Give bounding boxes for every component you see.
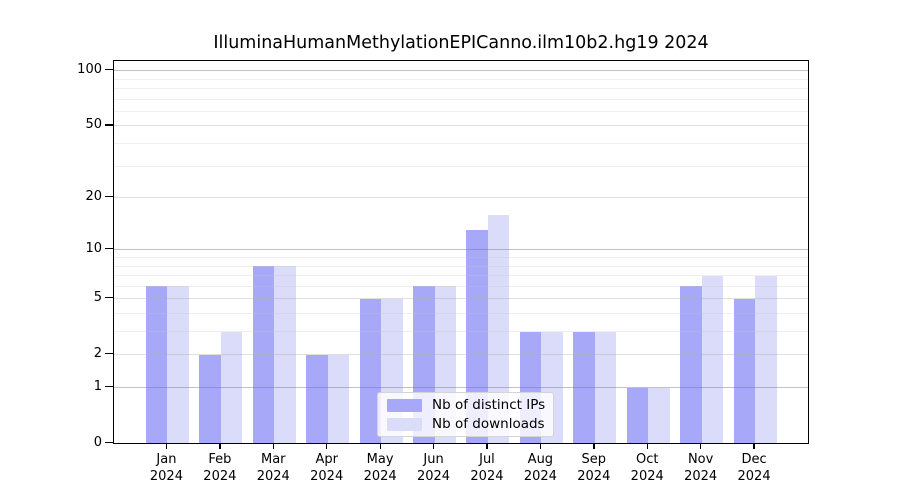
bar-downloads-feb xyxy=(220,331,243,444)
x-tick-may xyxy=(379,444,381,449)
y-tick-10 xyxy=(105,248,113,250)
bar-distinct-ips-nov xyxy=(680,286,702,444)
bar-downloads-sep xyxy=(594,331,617,444)
bar-downloads-mar xyxy=(274,266,296,444)
plot-area xyxy=(113,60,809,444)
bar-distinct-ips-feb xyxy=(199,354,221,444)
legend-row-distinct-ips: Nb of distinct IPs xyxy=(387,397,546,413)
bars-layer xyxy=(114,61,808,444)
bar-downloads-jan xyxy=(167,286,189,444)
x-tick-dec xyxy=(753,444,755,449)
x-tick-label-dec: Dec 2024 xyxy=(737,451,771,485)
x-tick-feb xyxy=(219,444,221,449)
x-tick-apr xyxy=(326,444,328,449)
x-tick-label-may: May 2024 xyxy=(363,451,397,485)
legend-row-downloads: Nb of downloads xyxy=(387,416,545,432)
bar-downloads-jul xyxy=(487,214,510,444)
legend-swatch-distinct-ips xyxy=(387,398,422,412)
bar-distinct-ips-oct xyxy=(626,387,649,444)
x-tick-mar xyxy=(272,444,274,449)
x-tick-jul xyxy=(486,444,488,449)
bar-distinct-ips-jan xyxy=(145,286,168,444)
y-tick-label-100: 100 xyxy=(77,61,102,77)
x-tick-label-feb: Feb 2024 xyxy=(203,451,237,485)
x-tick-sep xyxy=(593,444,595,449)
y-tick-5 xyxy=(105,297,113,299)
x-tick-label-aug: Aug 2024 xyxy=(523,451,557,485)
bar-downloads-dec xyxy=(755,275,777,444)
x-tick-label-jul: Jul 2024 xyxy=(470,451,504,485)
y-tick-label-2: 2 xyxy=(93,345,102,361)
bar-distinct-ips-dec xyxy=(733,298,756,444)
bar-distinct-ips-mar xyxy=(252,266,275,444)
x-tick-label-nov: Nov 2024 xyxy=(684,451,718,485)
x-tick-label-mar: Mar 2024 xyxy=(256,451,290,485)
bar-downloads-apr xyxy=(327,354,350,444)
legend-swatch-downloads xyxy=(387,417,422,431)
x-tick-label-jan: Jan 2024 xyxy=(149,451,183,485)
bar-distinct-ips-jul xyxy=(466,230,488,444)
y-tick-0 xyxy=(105,441,113,444)
x-tick-label-oct: Oct 2024 xyxy=(630,451,664,485)
y-tick-2 xyxy=(105,353,113,355)
y-tick-label-0: 0 xyxy=(93,434,102,450)
x-tick-label-apr: Apr 2024 xyxy=(310,451,344,485)
y-tick-label-5: 5 xyxy=(93,289,102,305)
bar-distinct-ips-apr xyxy=(306,354,328,444)
x-tick-oct xyxy=(646,444,648,449)
legend: Nb of distinct IPs Nb of downloads xyxy=(377,392,554,437)
y-tick-label-10: 10 xyxy=(85,240,102,256)
y-tick-1 xyxy=(105,385,113,388)
y-tick-label-50: 50 xyxy=(85,116,102,132)
x-tick-aug xyxy=(539,444,542,449)
bar-downloads-oct xyxy=(648,387,670,444)
x-tick-jun xyxy=(432,444,435,449)
bar-downloads-nov xyxy=(701,275,724,444)
x-tick-label-sep: Sep 2024 xyxy=(577,451,611,485)
legend-label-distinct-ips: Nb of distinct IPs xyxy=(432,397,546,413)
y-tick-20 xyxy=(105,195,113,198)
x-tick-label-jun: Jun 2024 xyxy=(416,451,451,485)
y-tick-50 xyxy=(105,124,113,126)
y-tick-label-20: 20 xyxy=(85,188,102,204)
legend-label-downloads: Nb of downloads xyxy=(432,416,545,432)
bar-distinct-ips-may xyxy=(359,298,382,444)
y-tick-label-1: 1 xyxy=(93,378,102,394)
bar-distinct-ips-sep xyxy=(573,331,595,444)
x-tick-jan xyxy=(165,444,168,449)
y-tick-100 xyxy=(105,69,113,71)
chart-title: IlluminaHumanMethylationEPICanno.ilm10b2… xyxy=(213,33,709,53)
x-tick-nov xyxy=(700,444,702,449)
